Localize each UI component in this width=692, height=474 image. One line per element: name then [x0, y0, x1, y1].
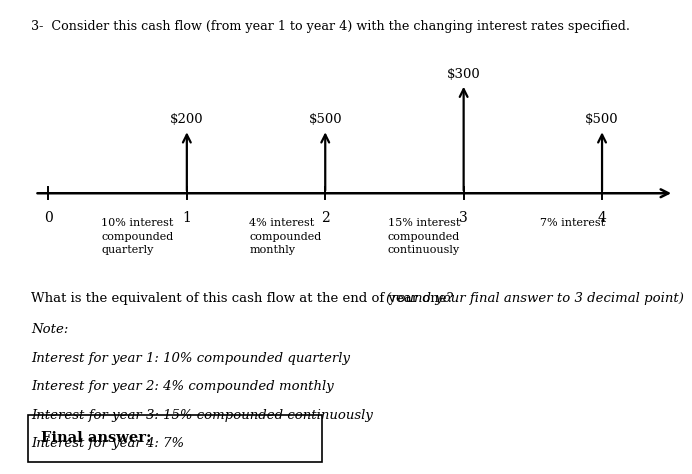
Text: Note:: Note:	[31, 323, 69, 336]
Text: 2: 2	[321, 210, 329, 225]
Text: Final answer:: Final answer:	[41, 430, 152, 445]
Text: Interest for year 4: 7%: Interest for year 4: 7%	[31, 437, 184, 450]
Text: Interest for year 2: 4% compounded monthly: Interest for year 2: 4% compounded month…	[31, 380, 334, 393]
Text: Interest for year 3: 15% compounded continuously: Interest for year 3: 15% compounded cont…	[31, 409, 373, 421]
Text: (round your final answer to 3 decimal point): (round your final answer to 3 decimal po…	[386, 292, 684, 304]
Text: 4: 4	[598, 210, 606, 225]
Text: What is the equivalent of this cash flow at the end of year one?: What is the equivalent of this cash flow…	[31, 292, 458, 304]
Text: 4% interest
compounded
monthly: 4% interest compounded monthly	[249, 219, 321, 255]
Text: 3-  Consider this cash flow (from year 1 to year 4) with the changing interest r: 3- Consider this cash flow (from year 1 …	[31, 20, 630, 33]
Text: $500: $500	[585, 113, 619, 126]
Text: 1: 1	[183, 210, 191, 225]
Text: 15% interest
compounded
continuously: 15% interest compounded continuously	[388, 219, 460, 255]
Text: 10% interest
compounded
quarterly: 10% interest compounded quarterly	[101, 219, 174, 255]
Text: $200: $200	[170, 113, 203, 126]
Text: Interest for year 1: 10% compounded quarterly: Interest for year 1: 10% compounded quar…	[31, 352, 350, 365]
Text: $500: $500	[309, 113, 342, 126]
Text: $300: $300	[447, 68, 480, 81]
Text: 0: 0	[44, 210, 53, 225]
Text: 3: 3	[459, 210, 468, 225]
Text: 7% interest: 7% interest	[540, 219, 605, 228]
